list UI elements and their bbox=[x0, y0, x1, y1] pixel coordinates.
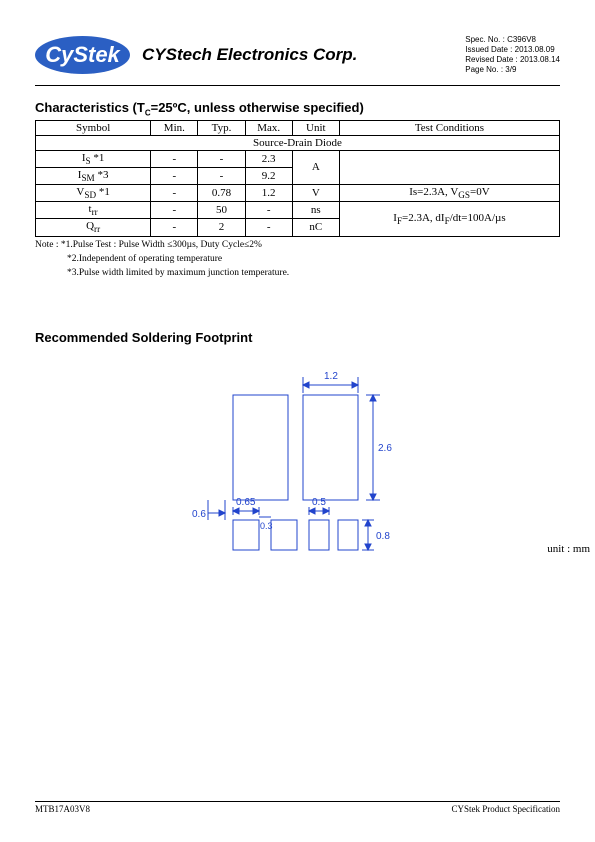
cell-max: 2.3 bbox=[245, 150, 292, 167]
footer-left: MTB17A03V8 bbox=[35, 804, 90, 814]
cell-typ: 50 bbox=[198, 202, 245, 219]
cell-unit: V bbox=[292, 184, 339, 201]
table-row: trr - 50 - ns IF=2.3A, dIF/dt=100A/µs bbox=[36, 202, 560, 219]
col-symbol: Symbol bbox=[36, 120, 151, 135]
cell-symbol: VSD *1 bbox=[36, 184, 151, 201]
cell-symbol: trr bbox=[36, 202, 151, 219]
spec-no-value: C396V8 bbox=[507, 35, 536, 44]
unit-label: unit : mm bbox=[547, 543, 590, 555]
logo-text: CyStek bbox=[45, 42, 120, 68]
footprint-diagram: 1.2 2.6 0.6 0.65 0.3 0.5 0.8 unit : mm bbox=[35, 365, 560, 585]
cell-typ: 0.78 bbox=[198, 184, 245, 201]
footprint-svg: 1.2 2.6 0.6 0.65 0.3 0.5 0.8 bbox=[148, 365, 448, 585]
company-name: CYStech Electronics Corp. bbox=[142, 45, 357, 65]
page-no-value: 3/9 bbox=[505, 65, 516, 74]
table-subheader: Source-Drain Diode bbox=[36, 135, 560, 150]
cell-cond: Is=2.3A, VGS=0V bbox=[339, 184, 559, 201]
cell-max: 9.2 bbox=[245, 167, 292, 184]
dim-small-w: 0.65 bbox=[236, 497, 256, 508]
table-header-row: Symbol Min. Typ. Max. Unit Test Conditio… bbox=[36, 120, 560, 135]
page-footer: MTB17A03V8 CYStek Product Specification bbox=[35, 801, 560, 814]
company-logo: CyStek bbox=[35, 36, 130, 74]
cell-max: - bbox=[245, 219, 292, 236]
col-max: Max. bbox=[245, 120, 292, 135]
issued-value: 2013.08.09 bbox=[515, 45, 555, 54]
cell-cond: IF=2.3A, dIF/dt=100A/µs bbox=[339, 202, 559, 236]
cell-typ: - bbox=[198, 167, 245, 184]
page-header: CyStek CYStech Electronics Corp. Spec. N… bbox=[35, 35, 560, 86]
cell-symbol: ISM *3 bbox=[36, 167, 151, 184]
document-meta: Spec. No. : C396V8 Issued Date : 2013.08… bbox=[465, 35, 560, 75]
page-no-label: Page No. : bbox=[465, 65, 503, 74]
issued-label: Issued Date : bbox=[465, 45, 512, 54]
cell-cond bbox=[339, 150, 559, 184]
col-min: Min. bbox=[151, 120, 198, 135]
cell-min: - bbox=[151, 219, 198, 236]
cell-typ: 2 bbox=[198, 219, 245, 236]
cell-max: 1.2 bbox=[245, 184, 292, 201]
dim-gap-small: 0.3 bbox=[260, 521, 273, 531]
footprint-title: Recommended Soldering Footprint bbox=[35, 330, 560, 345]
subheader-cell: Source-Drain Diode bbox=[36, 135, 560, 150]
dim-left-gap: 0.6 bbox=[192, 509, 206, 520]
cell-symbol: Qrr bbox=[36, 219, 151, 236]
cell-typ: - bbox=[198, 150, 245, 167]
cell-min: - bbox=[151, 202, 198, 219]
dim-small-h: 0.8 bbox=[376, 531, 390, 542]
revised-value: 2013.08.14 bbox=[520, 55, 560, 64]
characteristics-title: Characteristics (TC=25ºC, unless otherwi… bbox=[35, 100, 560, 118]
spec-no-label: Spec. No. : bbox=[465, 35, 505, 44]
revised-label: Revised Date : bbox=[465, 55, 517, 64]
col-conditions: Test Conditions bbox=[339, 120, 559, 135]
cell-unit: nC bbox=[292, 219, 339, 236]
char-title-1: Characteristics (T bbox=[35, 100, 145, 115]
dim-right-w: 0.5 bbox=[312, 497, 326, 508]
cell-unit: ns bbox=[292, 202, 339, 219]
cell-max: - bbox=[245, 202, 292, 219]
cell-min: - bbox=[151, 184, 198, 201]
cell-min: - bbox=[151, 167, 198, 184]
characteristics-table: Symbol Min. Typ. Max. Unit Test Conditio… bbox=[35, 120, 560, 237]
dim-h: 2.6 bbox=[378, 443, 392, 454]
table-row: IS *1 - - 2.3 A bbox=[36, 150, 560, 167]
table-row: VSD *1 - 0.78 1.2 V Is=2.3A, VGS=0V bbox=[36, 184, 560, 201]
footer-right: CYStek Product Specification bbox=[452, 804, 560, 814]
cell-min: - bbox=[151, 150, 198, 167]
dim-top: 1.2 bbox=[324, 371, 338, 382]
char-title-2: =25ºC, unless otherwise specified) bbox=[151, 100, 364, 115]
col-typ: Typ. bbox=[198, 120, 245, 135]
note-2: *2.Independent of operating temperature bbox=[67, 253, 560, 265]
cell-unit: A bbox=[292, 150, 339, 184]
col-unit: Unit bbox=[292, 120, 339, 135]
cell-symbol: IS *1 bbox=[36, 150, 151, 167]
note-3: *3.Pulse width limited by maximum juncti… bbox=[67, 267, 560, 279]
note-1: Note : *1.Pulse Test : Pulse Width ≤300µ… bbox=[35, 239, 560, 251]
